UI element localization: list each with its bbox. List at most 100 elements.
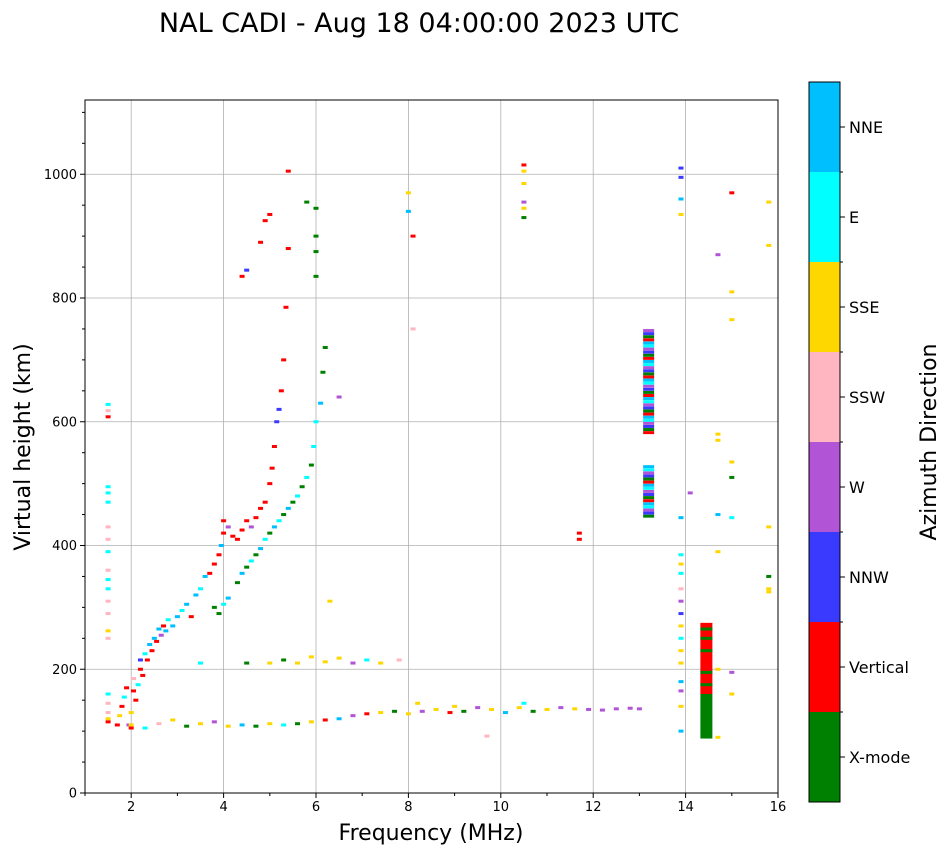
data-point — [313, 274, 319, 278]
data-point — [154, 639, 160, 643]
data-point — [161, 624, 167, 628]
colorbar-segment — [809, 622, 840, 712]
data-point — [729, 460, 735, 464]
data-point — [636, 707, 642, 711]
y-tick-label: 1000 — [44, 168, 77, 183]
data-point — [558, 706, 564, 710]
column-13-point — [643, 486, 655, 490]
x-tick-label: 14 — [677, 800, 694, 815]
data-point — [234, 581, 240, 585]
data-point — [105, 550, 111, 554]
colorbar-label: E — [849, 208, 859, 227]
data-point — [105, 491, 111, 495]
data-point — [678, 166, 684, 170]
data-point — [678, 516, 684, 520]
data-point — [308, 463, 314, 467]
y-tick-label: 200 — [52, 663, 77, 678]
column-13-point — [643, 511, 655, 515]
data-point — [521, 182, 527, 186]
x-tick-label: 8 — [404, 800, 412, 815]
data-point — [105, 568, 111, 572]
data-point — [142, 726, 148, 730]
x-tick-label: 4 — [219, 800, 227, 815]
data-point — [225, 596, 231, 600]
data-point — [156, 722, 162, 726]
data-point — [234, 537, 240, 541]
data-point — [729, 318, 735, 322]
column-13-point — [643, 489, 655, 493]
colorbar-segment — [809, 712, 840, 802]
data-point — [678, 587, 684, 591]
data-point — [313, 420, 319, 424]
data-point — [521, 200, 527, 204]
data-point — [137, 658, 143, 662]
data-point — [105, 578, 111, 582]
column-13-point — [643, 421, 655, 425]
data-point — [225, 525, 231, 529]
data-point — [179, 608, 185, 612]
data-point — [308, 655, 314, 659]
data-point — [729, 191, 735, 195]
data-point — [244, 661, 250, 665]
column-13-point — [643, 400, 655, 404]
data-point — [258, 240, 264, 244]
column-13-point — [643, 363, 655, 367]
data-point — [248, 525, 254, 529]
data-point — [322, 718, 328, 722]
data-point — [475, 706, 481, 710]
data-point — [350, 714, 356, 718]
data-point — [149, 649, 155, 653]
data-point — [678, 599, 684, 603]
y-tick-label: 800 — [52, 292, 77, 307]
column-13-point — [643, 493, 655, 496]
x-tick-label: 2 — [127, 800, 135, 815]
data-point — [530, 709, 536, 713]
data-point — [105, 629, 111, 633]
data-point — [105, 720, 111, 724]
data-point — [262, 537, 268, 541]
data-point — [211, 605, 217, 609]
data-point — [678, 562, 684, 566]
data-point — [105, 636, 111, 640]
data-point — [405, 209, 411, 213]
column-14-mark — [700, 649, 713, 653]
data-point — [410, 234, 416, 238]
data-point — [295, 494, 301, 498]
column-13-point — [643, 384, 655, 388]
data-point — [253, 724, 259, 728]
data-point — [452, 704, 458, 708]
column-13-point — [643, 372, 655, 376]
data-point — [267, 722, 273, 726]
colorbar-segment — [809, 262, 840, 352]
data-point — [267, 661, 273, 665]
data-point — [304, 475, 310, 479]
column-13-point — [643, 496, 655, 500]
data-point — [521, 169, 527, 173]
data-point — [678, 175, 684, 179]
data-point — [489, 707, 495, 711]
column-13-point — [643, 356, 655, 360]
column-13-point — [643, 465, 655, 469]
data-point — [729, 475, 735, 479]
data-point — [105, 701, 111, 705]
colorbar-label: X-mode — [849, 748, 910, 767]
column-13-point — [643, 387, 655, 391]
data-point — [729, 290, 735, 294]
data-point — [678, 553, 684, 557]
data-point — [131, 677, 137, 681]
data-point — [405, 712, 411, 716]
data-point — [715, 438, 721, 442]
data-point — [313, 206, 319, 210]
data-point — [729, 516, 735, 520]
colorbar-label: SSE — [849, 298, 879, 317]
colorbar-label: Vertical — [849, 658, 909, 677]
data-point — [313, 250, 319, 254]
data-point — [271, 525, 277, 529]
column-13-point — [643, 338, 655, 342]
data-point — [165, 618, 171, 622]
data-point — [105, 587, 111, 591]
column-13-point — [643, 471, 655, 475]
colorbar-segment — [809, 532, 840, 622]
data-point — [105, 500, 111, 504]
